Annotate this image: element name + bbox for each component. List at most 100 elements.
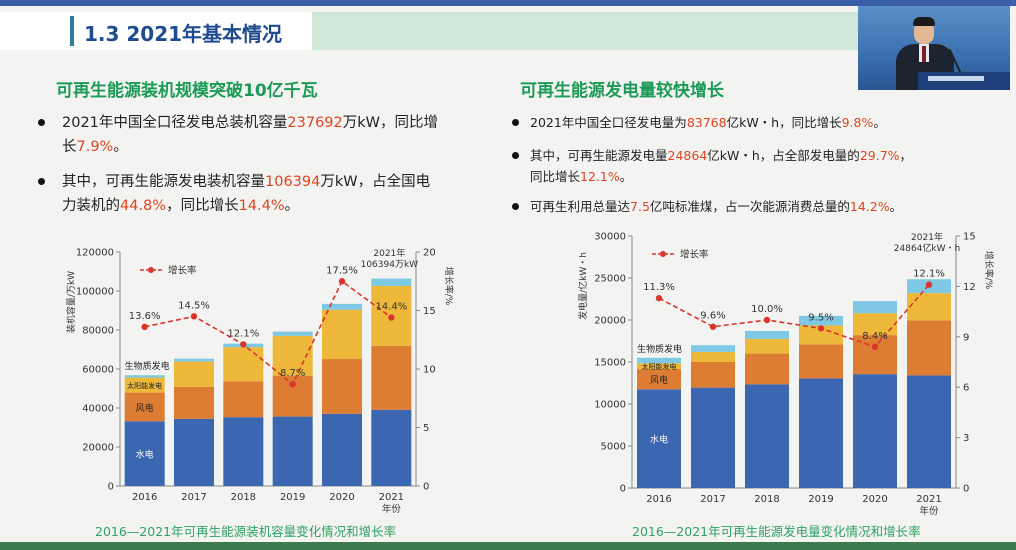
value-highlight: 9.8% bbox=[841, 115, 874, 130]
bullet-text: 其中，可再生能源发电量 bbox=[530, 148, 668, 163]
bar-segment-生物质发电 bbox=[637, 357, 681, 364]
y2-axis-title: 增长率/% bbox=[443, 267, 455, 306]
rate-line bbox=[658, 284, 930, 348]
bar-segment-风电 bbox=[124, 392, 165, 422]
value-highlight: 7.5 bbox=[630, 199, 650, 214]
y-tick-label: 0 bbox=[108, 482, 114, 493]
y-tick-label: 10000 bbox=[594, 400, 626, 411]
value-highlight: 106394 bbox=[265, 174, 321, 190]
rate-label: 13.6% bbox=[129, 311, 161, 322]
legend-label: 增长率 bbox=[680, 249, 709, 261]
bar-segment-水电 bbox=[272, 416, 313, 486]
bar-label-hydro: 水电 bbox=[136, 449, 154, 461]
rate-label: 11.3% bbox=[643, 282, 675, 293]
slide-title: 1.3 2021年基本情况 bbox=[84, 22, 283, 46]
legend-marker bbox=[660, 251, 666, 257]
y-tick-label: 80000 bbox=[82, 326, 114, 337]
y-tick-label: 60000 bbox=[82, 365, 114, 376]
right-chart-caption: 2016—2021年可再生能源发电量变化情况和增长率 bbox=[632, 524, 921, 539]
bar-segment-生物质发电 bbox=[322, 303, 362, 310]
rate-point bbox=[338, 278, 346, 285]
right-bullet-3: 可再生利用总量达7.5亿吨标准煤，占一次能源消费总量的14.2%。 bbox=[512, 196, 1002, 217]
bar-segment-生物质发电 bbox=[691, 345, 735, 352]
bullet-text: 。 bbox=[284, 198, 300, 214]
presenter-video[interactable] bbox=[858, 6, 1010, 90]
rate-label: 9.5% bbox=[808, 312, 833, 323]
bar-segment-太阳能发电 bbox=[745, 338, 789, 354]
bar-segment-太阳能发电 bbox=[174, 361, 214, 387]
right-bullet-2: 其中，可再生能源发电量24864亿kW・h，占全部发电量的29.7%， 同比增长1… bbox=[512, 145, 1002, 187]
x-tick-label: 2019 bbox=[280, 492, 305, 503]
bar-segment-太阳能发电 bbox=[223, 347, 264, 382]
bullet-dot bbox=[512, 152, 519, 159]
bullet-text: 亿吨标准煤，占一次能源消费总量的 bbox=[649, 199, 850, 214]
y2-tick-label: 15 bbox=[963, 232, 976, 243]
y-tick-label: 30000 bbox=[594, 232, 626, 243]
left-heading: 可再生能源装机规模突破10亿千瓦 bbox=[56, 81, 318, 101]
y2-tick-label: 12 bbox=[963, 282, 976, 293]
rate-label: 14.5% bbox=[178, 300, 210, 311]
bar-segment-生物质发电 bbox=[745, 330, 789, 339]
bar-segment-太阳能发电 bbox=[853, 313, 897, 336]
x-axis-title: 年份 bbox=[382, 503, 402, 515]
y2-tick-label: 5 bbox=[423, 423, 429, 434]
y-tick-label: 15000 bbox=[594, 358, 626, 369]
value-highlight: 83768 bbox=[686, 115, 727, 130]
bullet-text: 可再生利用总量达 bbox=[530, 199, 631, 214]
y2-tick-label: 6 bbox=[963, 383, 969, 394]
value-highlight: 29.7% bbox=[859, 148, 900, 163]
bullet-text: ， bbox=[899, 148, 913, 163]
x-tick-label: 2018 bbox=[754, 494, 779, 505]
generation-chart: 0 5000 10000 15000 20000 25000 30000 0 3 6 9 12 15 发电… bbox=[578, 231, 995, 517]
rate-label: 8.4% bbox=[862, 331, 887, 342]
bar-segment-生物质发电 bbox=[124, 375, 165, 378]
rate-label: 17.5% bbox=[326, 265, 358, 276]
rate-point bbox=[925, 281, 933, 288]
bar-segment-水电 bbox=[371, 409, 412, 486]
bullet-text: 。 bbox=[619, 169, 633, 184]
right-heading: 可再生能源发电量较快增长 bbox=[520, 81, 724, 101]
bar-segment-太阳能发电 bbox=[322, 309, 362, 360]
bullet-text: ，同比增长 bbox=[166, 198, 239, 214]
bar-label-wind: 风电 bbox=[136, 402, 154, 414]
y2-tick-label: 3 bbox=[963, 433, 969, 444]
left-bullet-1: 2021年中国全口径发电总装机容量237692万kW，同比增 长7.9%。 bbox=[38, 111, 468, 159]
bar-segment-生物质发电 bbox=[272, 331, 313, 336]
desk-nameplate bbox=[928, 76, 984, 81]
rate-point bbox=[190, 313, 198, 320]
y2-tick-label: 20 bbox=[423, 248, 436, 259]
bullet-text: 力装机的 bbox=[62, 198, 120, 214]
rate-point bbox=[388, 314, 395, 321]
bullet-text: 2021年中国全口径发电总装机容量 bbox=[62, 115, 288, 131]
presenter-hair bbox=[913, 17, 935, 26]
x-tick-label: 2021 bbox=[916, 494, 941, 505]
bullet-dot bbox=[38, 119, 45, 126]
desk bbox=[918, 72, 1010, 90]
x-tick-label: 2016 bbox=[646, 494, 671, 505]
bullet-text: 万kW，占全国电 bbox=[320, 174, 431, 190]
rate-line bbox=[144, 280, 392, 386]
x-tick-label: 2018 bbox=[231, 492, 256, 503]
bar-label-hydro: 水电 bbox=[650, 434, 668, 446]
y-tick-label: 100000 bbox=[76, 287, 114, 298]
bullet-dot bbox=[38, 178, 45, 185]
bar-segment-风电 bbox=[322, 359, 362, 414]
annotation-2021: 24864亿kW・h bbox=[894, 242, 960, 254]
bar-label-bio: 生物质发电 bbox=[637, 343, 682, 355]
bullet-text: 。 bbox=[873, 115, 886, 130]
bar-segment-风电 bbox=[799, 344, 843, 379]
rate-label: 12.1% bbox=[227, 328, 259, 339]
bar-segment-生物质发电 bbox=[174, 358, 214, 362]
bar-label-solar: 太阳能发电 bbox=[642, 362, 677, 371]
rate-point bbox=[655, 294, 663, 302]
bar-label-wind: 风电 bbox=[650, 374, 668, 386]
value-highlight: 12.1% bbox=[580, 169, 620, 184]
presenter-tie bbox=[922, 46, 926, 62]
bar-segment-太阳能发电 bbox=[637, 363, 681, 370]
y2-tick-label: 0 bbox=[963, 484, 969, 495]
bullet-text: 亿kW・h，同比增长 bbox=[726, 115, 842, 130]
bar-segment-水电 bbox=[853, 374, 897, 488]
value-highlight: 14.2% bbox=[849, 199, 890, 214]
value-highlight: 237692 bbox=[287, 115, 343, 131]
bar-segment-风电 bbox=[637, 369, 681, 390]
